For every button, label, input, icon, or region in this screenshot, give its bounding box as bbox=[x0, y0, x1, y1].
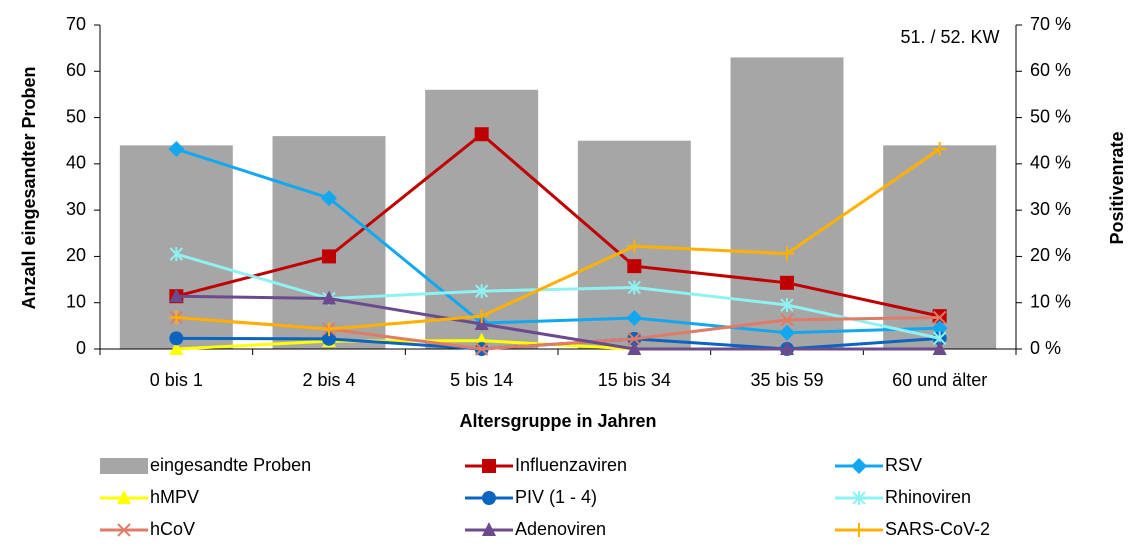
x-axis-title: Altersgruppe in Jahren bbox=[459, 411, 656, 431]
y-tick-label: 70 bbox=[66, 14, 86, 34]
legend-marker bbox=[117, 490, 131, 504]
series-line bbox=[175, 132, 940, 318]
x-tick-label: 2 bis 4 bbox=[302, 370, 355, 390]
legend-marker bbox=[482, 491, 496, 505]
point bbox=[932, 310, 947, 325]
point bbox=[932, 341, 947, 355]
point bbox=[627, 259, 642, 274]
point bbox=[474, 309, 489, 324]
point bbox=[474, 342, 489, 356]
legend-marker bbox=[482, 522, 496, 536]
y-tick-label: 40 bbox=[66, 153, 86, 173]
y-axis-title: Anzahl eingesandter Proben bbox=[19, 66, 39, 309]
series-line bbox=[175, 252, 940, 340]
legend-marker bbox=[117, 523, 131, 537]
x-tick-label: 15 bis 34 bbox=[598, 370, 671, 390]
point bbox=[627, 341, 642, 355]
point bbox=[780, 246, 794, 261]
y2-tick-label: 40 % bbox=[1030, 153, 1071, 173]
y2-tick-label: 0 % bbox=[1030, 338, 1061, 358]
point bbox=[627, 280, 642, 295]
legend-label: hMPV bbox=[150, 487, 199, 507]
bar bbox=[272, 136, 386, 349]
y-tick-label: 60 bbox=[66, 60, 86, 80]
y-tick-label: 50 bbox=[66, 106, 86, 126]
point bbox=[321, 190, 337, 207]
x-tick-label: 0 bis 1 bbox=[150, 370, 203, 390]
series-line bbox=[175, 147, 940, 335]
y2-tick-label: 50 % bbox=[1030, 106, 1071, 126]
y2-tick-label: 30 % bbox=[1030, 199, 1071, 219]
legend-label: SARS-CoV-2 bbox=[885, 519, 990, 539]
annotation: 51. / 52. KW bbox=[900, 27, 999, 47]
y-tick-label: 10 bbox=[66, 291, 86, 311]
point bbox=[169, 310, 184, 325]
point bbox=[322, 249, 336, 264]
y2-tick-label: 20 % bbox=[1030, 245, 1071, 265]
point bbox=[780, 341, 794, 355]
y-tick-label: 30 bbox=[66, 199, 86, 219]
legend-marker bbox=[851, 458, 867, 474]
legend-label: RSV bbox=[885, 455, 922, 475]
point bbox=[780, 275, 794, 290]
point bbox=[627, 239, 642, 254]
point bbox=[931, 320, 948, 337]
legend-marker bbox=[852, 523, 866, 537]
point bbox=[168, 141, 185, 158]
legend-label: PIV (1 - 4) bbox=[515, 487, 597, 507]
point bbox=[322, 322, 336, 337]
point bbox=[322, 331, 336, 346]
legend-marker bbox=[852, 491, 866, 505]
legend-swatch bbox=[100, 458, 148, 474]
legend-label: Influenzaviren bbox=[515, 455, 627, 475]
point bbox=[779, 324, 795, 341]
y2-tick-label: 60 % bbox=[1030, 60, 1071, 80]
point bbox=[780, 298, 794, 313]
legend-label: eingesandte Proben bbox=[150, 455, 311, 475]
point bbox=[932, 142, 947, 157]
y2-tick-label: 70 % bbox=[1030, 14, 1071, 34]
x-tick-label: 60 und älter bbox=[892, 370, 987, 390]
legend-marker bbox=[482, 459, 496, 473]
y2-tick-label: 10 % bbox=[1030, 291, 1071, 311]
point bbox=[474, 284, 489, 299]
point bbox=[626, 309, 643, 326]
legend-label: hCoV bbox=[150, 519, 195, 539]
point bbox=[474, 127, 489, 142]
point bbox=[780, 313, 794, 327]
x-tick-label: 5 bis 14 bbox=[450, 370, 513, 390]
series-line bbox=[176, 147, 941, 331]
point bbox=[322, 290, 336, 305]
point bbox=[169, 341, 184, 355]
point bbox=[169, 247, 184, 262]
y-tick-label: 20 bbox=[66, 245, 86, 265]
point bbox=[169, 288, 184, 303]
point bbox=[169, 331, 184, 346]
series-line bbox=[176, 294, 940, 351]
legend-label: Rhinoviren bbox=[885, 487, 971, 507]
x-tick-label: 35 bis 59 bbox=[750, 370, 823, 390]
point bbox=[627, 332, 642, 346]
legend-label: Adenoviren bbox=[515, 519, 606, 539]
y-tick-label: 0 bbox=[76, 338, 86, 358]
y2-axis-title: Positivenrate bbox=[1107, 131, 1127, 244]
